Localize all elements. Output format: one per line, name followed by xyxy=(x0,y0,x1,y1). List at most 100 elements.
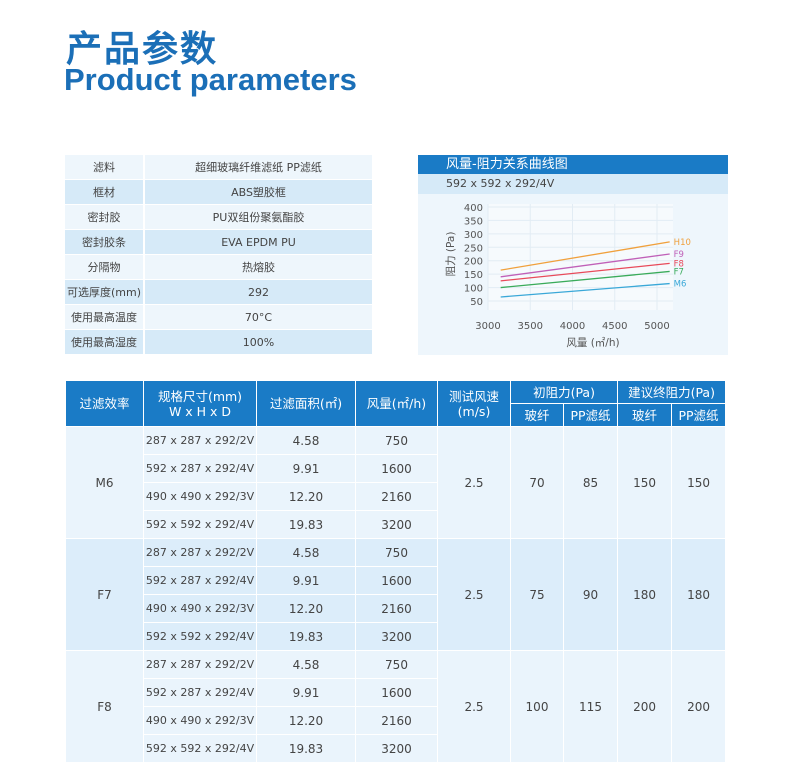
y-tick-label: 250 xyxy=(464,243,483,254)
table-row: 592 x 287 x 292/4V 9.91 1600 xyxy=(66,678,726,707)
init-glass-cell: 100 xyxy=(510,650,564,763)
page-title-en: Product parameters xyxy=(64,62,357,97)
init-pp-cell: 90 xyxy=(562,538,619,651)
header-init-glass: 玻纤 xyxy=(510,403,564,427)
series-line-m6 xyxy=(500,282,670,298)
x-tick-label: 4500 xyxy=(602,321,627,332)
y-tick-label: 100 xyxy=(464,284,483,295)
final-pp-cell: 200 xyxy=(671,650,727,763)
spec-value: EVA EPDM PU xyxy=(145,230,372,255)
speed-cell: 2.5 xyxy=(437,538,511,651)
area-cell: 9.91 xyxy=(256,454,356,483)
y-tick-label: 400 xyxy=(464,203,483,214)
spec-row: 密封胶条 EVA EPDM PU xyxy=(65,230,372,255)
area-cell: 19.83 xyxy=(256,622,356,651)
area-cell: 4.58 xyxy=(256,650,356,679)
y-tick-label: 300 xyxy=(464,230,483,241)
size-cell: 490 x 490 x 292/3V xyxy=(143,594,257,623)
spec-row: 框材 ABS塑胶框 xyxy=(65,180,372,205)
table-row: F8 287 x 287 x 292/2V 4.58 750 2.5 100 115… xyxy=(65,650,727,763)
table-row: 592 x 592 x 292/4V 19.83 3200 xyxy=(66,622,726,651)
series-line-f7 xyxy=(500,270,670,289)
efficiency-cell: F7 xyxy=(65,538,144,651)
chart-title: 风量-阻力关系曲线图 xyxy=(418,155,728,174)
final-glass-cell: 180 xyxy=(617,538,673,651)
spec-value: 超细玻璃纤维滤纸 PP滤纸 xyxy=(145,155,372,180)
header-initial-resistance: 初阻力(Pa) xyxy=(509,380,619,404)
page-title-cn: 产品参数 xyxy=(66,29,219,70)
y-tick-label: 150 xyxy=(464,270,483,281)
size-cell: 490 x 490 x 292/3V xyxy=(143,706,257,735)
header-efficiency: 过滤效率 xyxy=(65,380,144,427)
size-cell: 592 x 287 x 292/4V xyxy=(143,454,257,483)
table-row: 490 x 490 x 292/3V 12.20 2160 xyxy=(66,482,726,511)
init-pp-cell: 115 xyxy=(562,650,619,763)
area-cell: 12.20 xyxy=(256,594,356,623)
spec-row: 使用最高温度 70°C xyxy=(65,305,372,330)
spec-value: 100% xyxy=(145,330,372,355)
area-cell: 19.83 xyxy=(256,510,356,539)
spec-key: 滤料 xyxy=(65,155,145,180)
y-tick-label: 50 xyxy=(470,297,483,308)
spec-row: 使用最高湿度 100% xyxy=(65,330,372,355)
series-line-f8 xyxy=(500,262,670,282)
table-row: M6 287 x 287 x 292/2V 4.58 750 2.5 70 85 1… xyxy=(65,426,727,539)
efficiency-cell: F8 xyxy=(65,650,144,763)
area-cell: 12.20 xyxy=(256,482,356,511)
final-pp-cell: 150 xyxy=(671,426,727,539)
area-cell: 4.58 xyxy=(256,426,356,455)
final-pp-cell: 180 xyxy=(671,538,727,651)
table-row: 592 x 592 x 292/4V 19.83 3200 xyxy=(66,734,726,763)
y-tick-label: 200 xyxy=(464,257,483,268)
flow-cell: 3200 xyxy=(355,622,438,651)
header-speed: 测试风速 (m/s) xyxy=(437,380,511,427)
spec-key: 分隔物 xyxy=(65,255,145,280)
table-row: 592 x 592 x 292/4V 19.83 3200 xyxy=(66,510,726,539)
series-label-f8: F8 xyxy=(674,259,684,269)
series-line-h10 xyxy=(500,241,670,271)
spec-key: 使用最高温度 xyxy=(65,305,145,330)
size-cell: 592 x 592 x 292/4V xyxy=(143,734,257,763)
spec-value: 热熔胶 xyxy=(145,255,372,280)
spec-value: ABS塑胶框 xyxy=(145,180,372,205)
header-area: 过滤面积(㎡) xyxy=(256,380,356,427)
speed-cell: 2.5 xyxy=(437,426,511,539)
series-label-h10: H10 xyxy=(674,238,691,248)
x-tick-label: 5000 xyxy=(644,321,669,332)
x-tick-label: 4000 xyxy=(560,321,585,332)
flow-cell: 1600 xyxy=(355,678,438,707)
chart-plot: 400 350 300 250 200 150 100 50 3000 3500 4000 4500 5… xyxy=(444,203,691,349)
table-row: 592 x 287 x 292/4V 9.91 1600 xyxy=(66,454,726,483)
header-init-pp: PP滤纸 xyxy=(562,403,619,427)
spec-row: 可选厚度(mm) 292 xyxy=(65,280,372,305)
size-cell: 287 x 287 x 292/2V xyxy=(143,650,257,679)
header-final-glass: 玻纤 xyxy=(617,403,673,427)
table-row: F7 287 x 287 x 292/2V 4.58 750 2.5 75 90 1… xyxy=(65,538,727,651)
flow-cell: 3200 xyxy=(355,510,438,539)
size-cell: 287 x 287 x 292/2V xyxy=(143,426,257,455)
flow-cell: 1600 xyxy=(355,454,438,483)
size-cell: 592 x 592 x 292/4V xyxy=(143,510,257,539)
series-line-f9 xyxy=(500,253,670,278)
area-cell: 9.91 xyxy=(256,678,356,707)
header-size: 规格尺寸(mm) W x H x D xyxy=(143,380,257,427)
header-final-pp: PP滤纸 xyxy=(671,403,727,427)
spec-value: 292 xyxy=(145,280,372,305)
size-cell: 287 x 287 x 292/2V xyxy=(143,538,257,567)
spec-key: 密封胶条 xyxy=(65,230,145,255)
spec-row: 密封胶 PU双组份聚氨酯胶 xyxy=(65,205,372,230)
series-label-f7: F7 xyxy=(674,267,684,277)
init-pp-cell: 85 xyxy=(562,426,619,539)
spec-row: 分隔物 热熔胶 xyxy=(65,255,372,280)
area-cell: 12.20 xyxy=(256,706,356,735)
flow-cell: 3200 xyxy=(355,734,438,763)
table-row: 592 x 287 x 292/4V 9.91 1600 xyxy=(66,566,726,595)
init-glass-cell: 75 xyxy=(510,538,564,651)
series-label-m6: M6 xyxy=(674,280,687,290)
spec-key: 使用最高湿度 xyxy=(65,330,145,355)
flow-cell: 1600 xyxy=(355,566,438,595)
final-glass-cell: 200 xyxy=(617,650,673,763)
x-tick-label: 3000 xyxy=(475,321,500,332)
series-label-f9: F9 xyxy=(674,250,684,260)
spec-key: 可选厚度(mm) xyxy=(65,280,145,305)
